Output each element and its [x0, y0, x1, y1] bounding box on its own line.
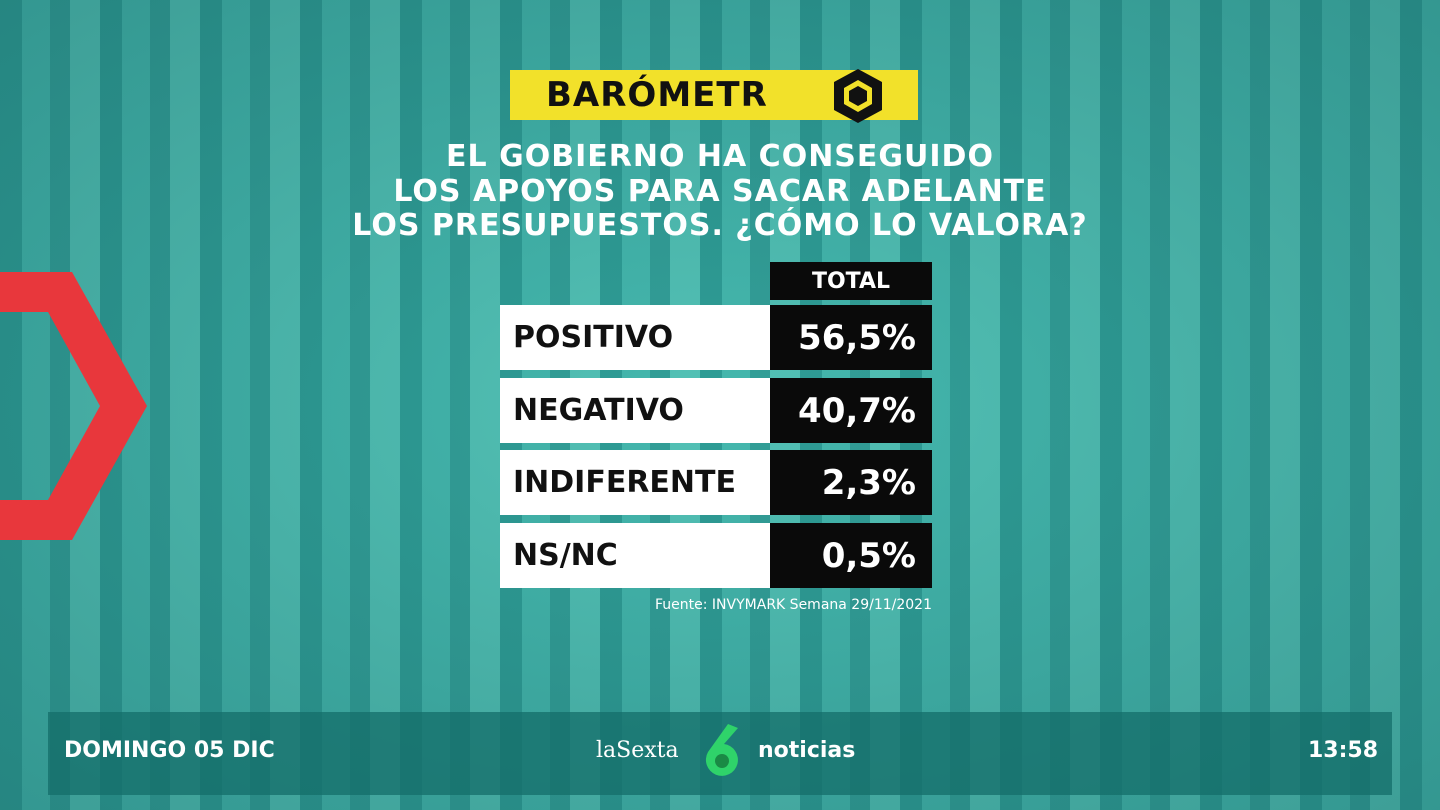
banner: BARÓMETR — [510, 69, 918, 123]
program: noticias — [758, 738, 856, 763]
logo-hexagon — [834, 69, 882, 123]
red-chevron — [0, 272, 147, 540]
footer-bar: DOMINGO 05 DIC laSexta noticias 13:58 — [48, 712, 1392, 795]
row-label: NS/NC — [500, 523, 770, 588]
row-value: 2,3% — [770, 450, 932, 515]
row-value: 56,5% — [770, 305, 932, 370]
row-label: NEGATIVO — [500, 378, 770, 443]
question-line: LOS PRESUPUESTOS. ¿CÓMO LO VALORA? — [352, 208, 1088, 243]
channel-logo — [705, 724, 738, 776]
question-line: EL GOBIERNO HA CONSEGUIDO — [446, 139, 994, 174]
row-value: 0,5% — [770, 523, 932, 588]
row-value: 40,7% — [770, 378, 932, 443]
column-header: TOTAL — [770, 262, 932, 300]
channel: laSexta — [596, 738, 679, 763]
row-label: INDIFERENTE — [500, 450, 770, 515]
source: Fuente: INVYMARK Semana 29/11/2021 — [655, 597, 932, 613]
time: 13:58 — [1307, 738, 1378, 763]
row-label: POSITIVO — [500, 305, 770, 370]
banner-title: BARÓMETR — [546, 75, 768, 115]
question-line: LOS APOYOS PARA SACAR ADELANTE — [393, 174, 1047, 209]
date: DOMINGO 05 DIC — [64, 738, 275, 763]
